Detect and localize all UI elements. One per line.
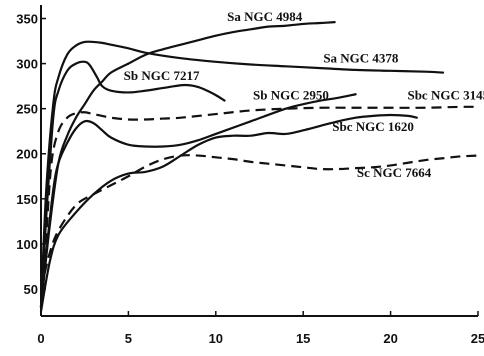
series-label-sbc-ngc-1620: Sbc NGC 1620 [332,119,414,134]
x-tick-label: 5 [125,331,132,346]
x-tick-label: 20 [383,331,397,346]
series-line-sbc-ngc-1620 [41,115,417,312]
y-tick-label: 250 [16,102,38,117]
x-tick-label: 15 [296,331,310,346]
x-tick-label: 10 [209,331,223,346]
y-tick-label: 200 [16,147,38,162]
series-label-sb-ngc-2950: Sb NGC 2950 [253,88,329,103]
x-tick-label: 0 [37,331,44,346]
y-tick-label: 50 [24,282,38,297]
y-tick-label: 100 [16,237,38,252]
y-tick-label: 350 [16,12,38,27]
series-label-sa-ngc-4984: Sa NGC 4984 [227,9,303,24]
y-tick-label: 150 [16,192,38,207]
series-label-sbc-ngc-3145: Sbc NGC 3145 [407,88,484,103]
series-line-sbc-ngc-3145 [41,107,478,307]
x-tick-label: 25 [471,331,484,346]
series-label-sc-ngc-7664: Sc NGC 7664 [357,165,432,180]
series-labels: Sa NGC 4984 Sa NGC 4378 Sb NGC 7217 Sb NGC … [124,9,484,180]
y-tick-label: 300 [16,57,38,72]
axes [41,5,478,316]
series-line-sa-ngc-4984 [41,22,335,307]
series-label-sb-ngc-7217: Sb NGC 7217 [124,68,200,83]
series-line-sb-ngc-7217 [41,62,225,307]
series-label-sa-ngc-4378: Sa NGC 4378 [323,51,399,66]
